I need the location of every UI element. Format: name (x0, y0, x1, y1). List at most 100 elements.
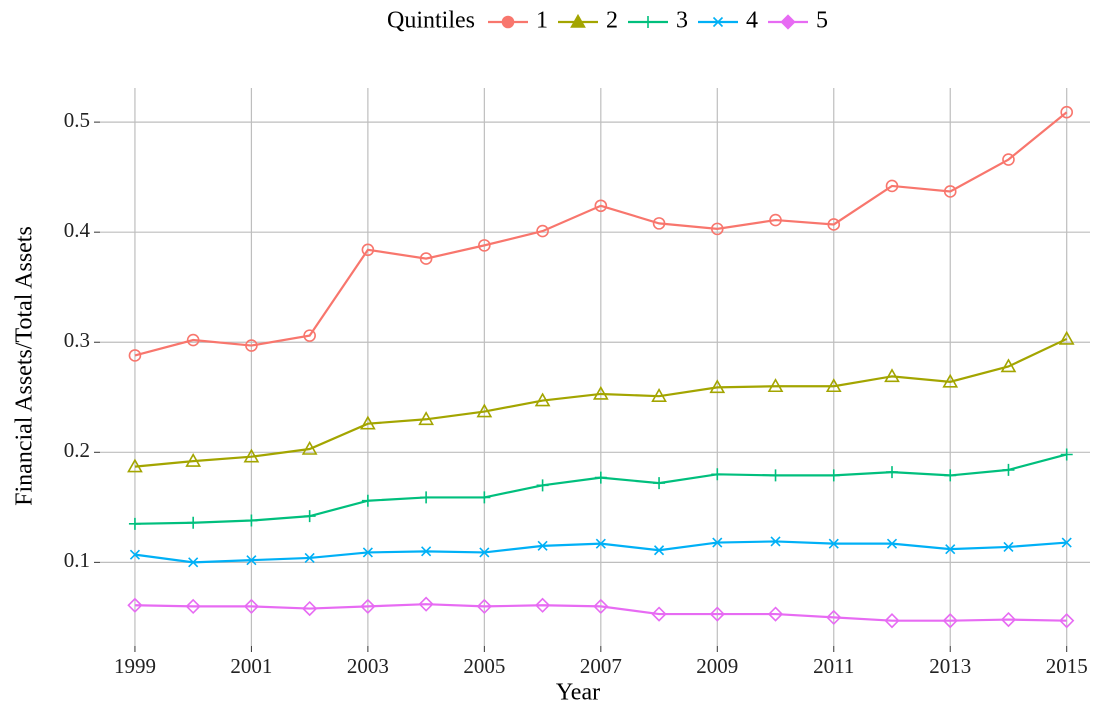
data-point (243, 598, 260, 615)
data-point (709, 606, 725, 622)
x-tick-label: 2005 (463, 654, 505, 678)
data-point (362, 547, 373, 558)
x-tick-label: 2003 (347, 654, 389, 678)
data-point (593, 598, 609, 615)
data-point (826, 609, 842, 626)
data-point (361, 494, 374, 507)
data-point (594, 471, 607, 484)
data-point (827, 218, 841, 231)
data-point (303, 510, 316, 523)
data-point (302, 600, 318, 617)
data-point (1002, 153, 1015, 166)
data-point (185, 452, 202, 467)
data-point (595, 538, 606, 549)
data-point (709, 379, 726, 394)
legend-label: 1 (536, 8, 548, 34)
x-tick-label: 2011 (813, 654, 854, 678)
data-point (767, 606, 784, 622)
data-point (592, 385, 609, 400)
data-point (770, 536, 781, 547)
data-point (711, 468, 724, 481)
data-point (478, 491, 491, 504)
data-point (476, 598, 492, 615)
data-point (710, 222, 724, 236)
y-tick-label: 0.4 (64, 218, 91, 242)
data-point (128, 517, 141, 530)
data-point (534, 597, 551, 613)
data-point (943, 185, 957, 198)
data-point (1058, 330, 1075, 345)
data-point (187, 516, 200, 529)
data-point (1061, 537, 1072, 548)
y-tick-label: 0.1 (64, 548, 90, 572)
data-point (828, 538, 839, 549)
data-point (301, 440, 318, 455)
data-point (128, 349, 142, 362)
legend-marker (780, 14, 796, 30)
data-point (360, 415, 376, 430)
data-point (419, 252, 433, 265)
data-point (944, 469, 957, 482)
data-point (653, 477, 666, 490)
legend-marker (642, 16, 654, 28)
y-axis-title: Financial Assets/Total Assets (12, 226, 38, 506)
legend-label: 4 (746, 8, 758, 34)
data-point (303, 329, 316, 342)
legend-marker (570, 13, 586, 28)
data-point (767, 378, 784, 393)
x-tick-label: 2009 (696, 654, 738, 678)
data-point (885, 179, 899, 193)
series-line (134, 337, 1068, 468)
data-point (652, 217, 666, 230)
x-tick-label: 2007 (580, 654, 622, 678)
data-point (945, 544, 956, 555)
x-tick-label: 2001 (230, 654, 272, 678)
legend-title: Quintiles (387, 8, 475, 34)
series-line (134, 111, 1068, 357)
data-point (186, 333, 200, 347)
data-point (825, 378, 842, 393)
data-point (884, 613, 900, 629)
data-point (884, 368, 900, 383)
y-tick-label: 0.5 (64, 108, 90, 132)
legend-label: 2 (606, 8, 618, 34)
data-point (129, 549, 141, 560)
data-point (537, 540, 548, 551)
x-tick-label: 2015 (1046, 654, 1088, 678)
data-point (245, 339, 258, 352)
data-point (127, 597, 143, 613)
data-point (651, 606, 667, 622)
data-point (243, 448, 260, 463)
data-point (421, 546, 432, 557)
data-point (418, 596, 434, 612)
legend-marker (501, 15, 515, 29)
x-tick-label: 1999 (114, 654, 156, 678)
data-point (534, 392, 551, 407)
data-point (361, 243, 375, 257)
data-point (769, 469, 782, 482)
legend-label: 5 (816, 8, 828, 34)
data-point (127, 458, 143, 473)
data-point (1003, 541, 1014, 553)
data-point (304, 552, 315, 564)
data-point (188, 557, 199, 568)
data-point (712, 537, 723, 548)
data-point (246, 555, 257, 566)
data-point (1000, 358, 1017, 373)
data-point (478, 239, 491, 252)
x-tick-label: 2013 (929, 654, 971, 678)
data-point (886, 538, 898, 549)
data-point (1000, 611, 1017, 628)
series-line (134, 603, 1067, 622)
data-point (886, 466, 898, 479)
data-point (1060, 448, 1073, 461)
data-point (185, 598, 201, 615)
legend-label: 3 (676, 8, 688, 34)
data-point (476, 403, 493, 418)
data-point (479, 547, 490, 558)
y-tick-label: 0.3 (64, 328, 90, 352)
legend-marker (712, 16, 724, 28)
data-point (1059, 613, 1075, 629)
data-point (1002, 463, 1015, 476)
